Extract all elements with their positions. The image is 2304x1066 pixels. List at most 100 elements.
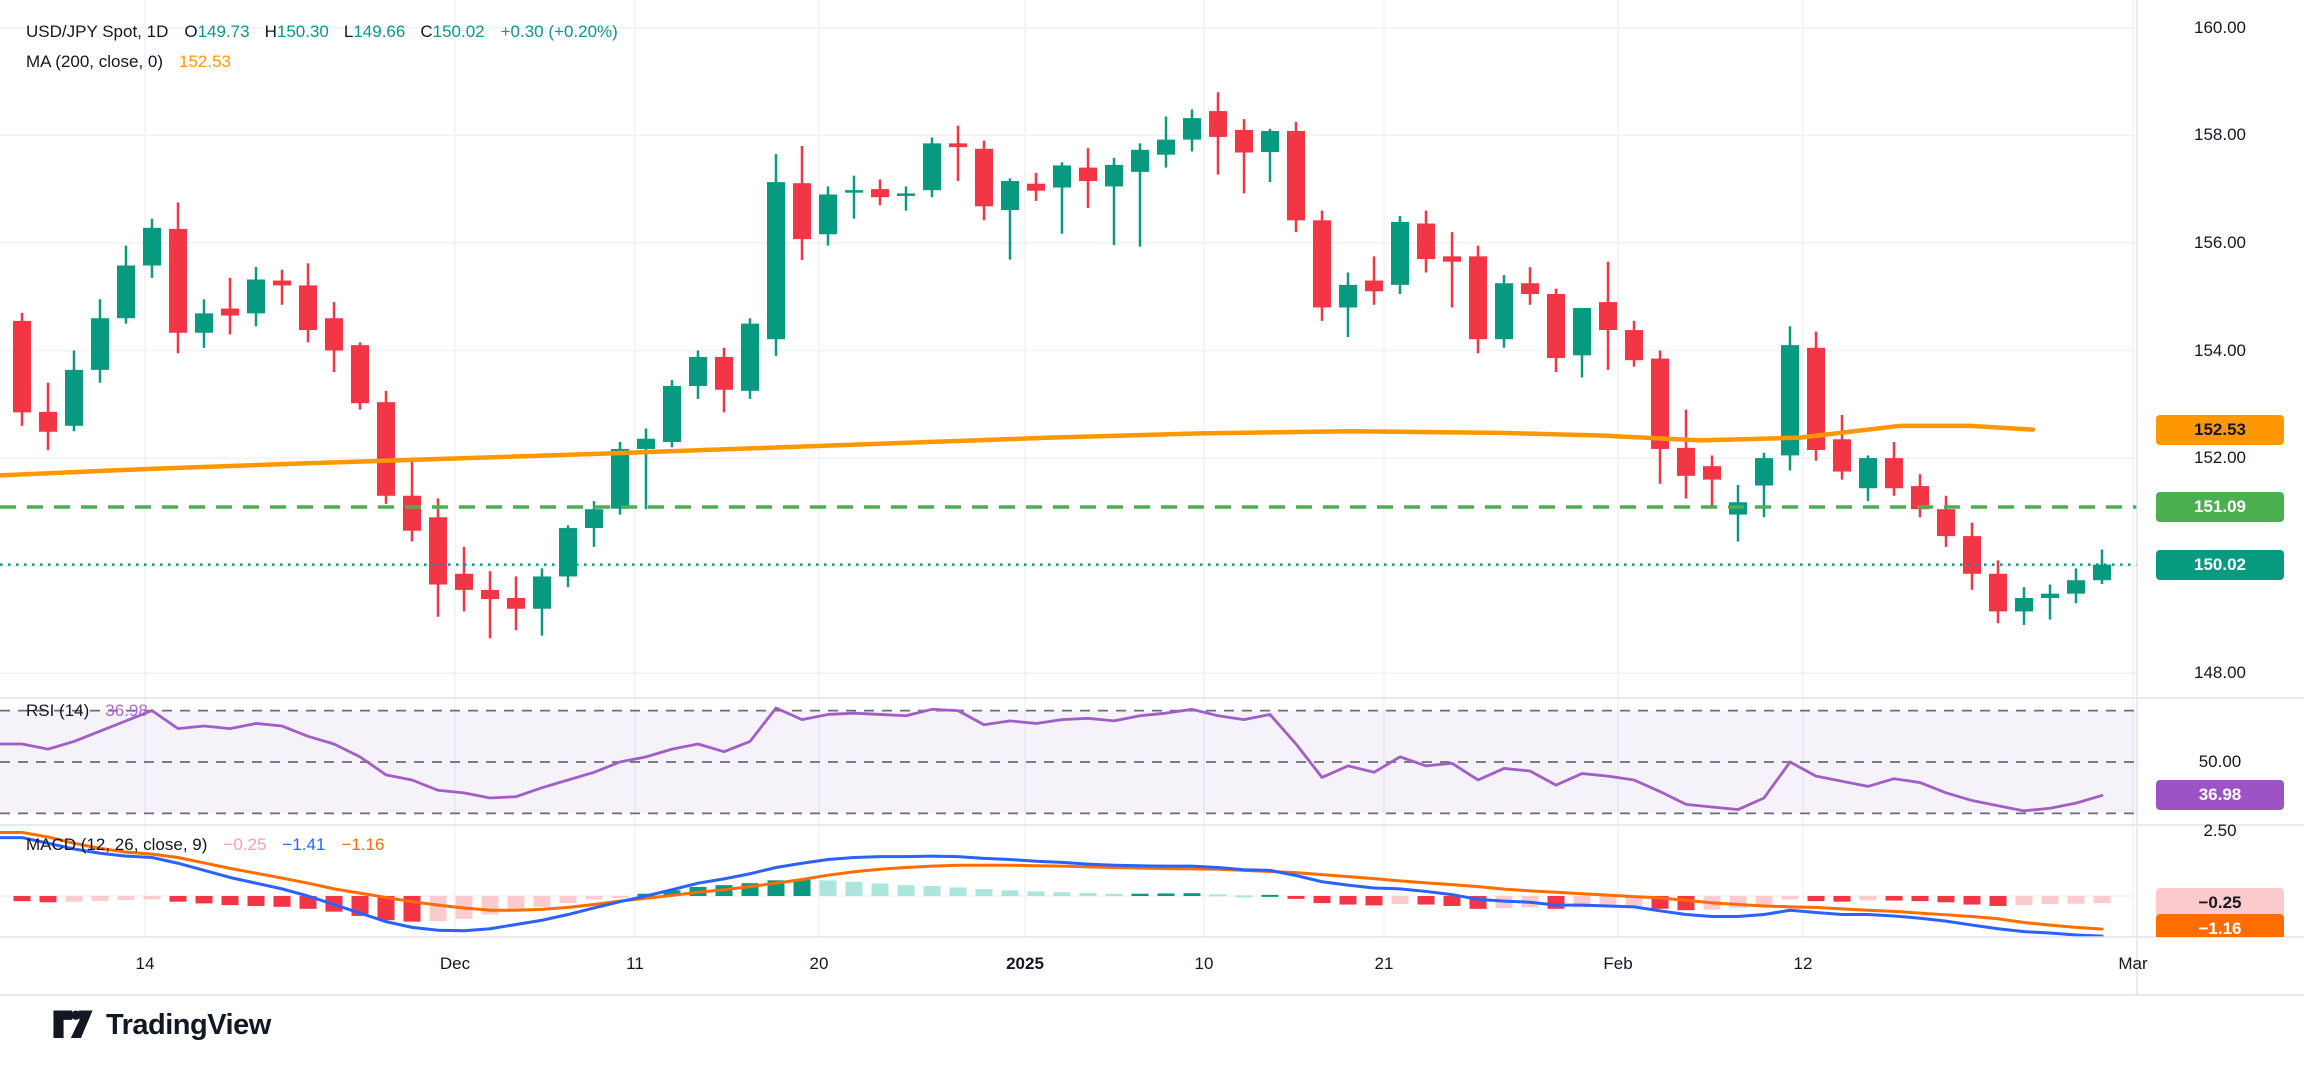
main-series-legend[interactable]: USD/JPY Spot, 1D O149.73 H150.30 L149.66… [26, 22, 618, 42]
price-axis-label: 160.00 [2194, 17, 2246, 37]
macd-hist-bar [1339, 896, 1357, 905]
candle-body-up [1859, 458, 1877, 489]
macd-hist-bar [923, 886, 941, 896]
time-label: 11 [626, 954, 644, 973]
time-label: 14 [135, 954, 155, 973]
time-label: 2025 [1006, 954, 1044, 973]
candle-body-down [1365, 280, 1383, 292]
macd-hist-bar [2041, 896, 2059, 904]
candle-body-up [2093, 564, 2111, 581]
ma200-line [0, 423, 2036, 478]
candle-body-down [1521, 283, 1539, 295]
macd-hist-bar [1391, 896, 1409, 904]
macd-hist-bar [91, 896, 109, 901]
candle-body-up [2067, 580, 2085, 594]
candle-body-up [1573, 307, 1591, 356]
candle-body-down [871, 189, 889, 198]
macd-hist-bar [1573, 896, 1591, 908]
candle-body-down [1677, 447, 1695, 476]
macd-hist-bar [1131, 893, 1149, 896]
macd-hist-bar [897, 885, 915, 896]
candle-body-down [1235, 129, 1253, 153]
candle-body-up [897, 193, 915, 196]
macd-hist-bar [1859, 896, 1877, 901]
candle-body-down [949, 143, 967, 148]
macd-hist-bar [247, 896, 265, 906]
macd-hist-bar [1209, 894, 1227, 897]
macd-hist-bar [1547, 896, 1565, 909]
change-value: +0.30 (+0.20%) [500, 22, 618, 41]
macd-signal-value: −1.16 [341, 835, 385, 854]
candle-body-up [923, 143, 941, 191]
macd-hist-bar [1781, 896, 1799, 900]
candle-body-down [455, 573, 473, 590]
candle-body-up [611, 448, 629, 509]
macd-hist-bar [429, 896, 447, 922]
candle-body-down [1885, 458, 1903, 489]
macd-hist-bar [819, 880, 837, 896]
candle-body-up [1755, 458, 1773, 486]
candle-body-down [1599, 302, 1617, 331]
macd-hist-bar [1833, 896, 1851, 902]
price-axis-label: 154.00 [2194, 340, 2246, 360]
macd-hist-bar [1729, 896, 1747, 908]
time-label: Mar [2118, 954, 2148, 973]
macd-hist-bar [975, 889, 993, 896]
rsi-axis-label: 50.00 [2198, 752, 2242, 771]
macd-hist-bar [1157, 893, 1175, 896]
candle-body-up [1053, 165, 1071, 188]
macd-hist-bar [65, 896, 83, 902]
candle-body-down [39, 411, 57, 432]
candle-body-up [247, 279, 265, 314]
candle-body-up [1131, 149, 1149, 172]
candle-body-up [117, 265, 135, 319]
tradingview-logo[interactable]: TradingView [52, 1006, 271, 1044]
candle-body-up [143, 227, 161, 266]
macd-axis-label: 2.50 [2203, 821, 2237, 840]
macd-hist-bar [1885, 896, 1903, 901]
candle-body-down [13, 320, 31, 413]
ma-label: MA (200, close, 0) [26, 52, 164, 71]
candle-body-down [975, 148, 993, 207]
candle-body-up [663, 386, 681, 442]
macd-hist-bar [39, 896, 57, 903]
candle-body-down [1417, 223, 1435, 260]
macd-hist-bar [507, 896, 525, 911]
macd-hist-bar [2015, 896, 2033, 906]
macd-hist-bar [1001, 890, 1019, 896]
macd-hist-bar [1313, 896, 1331, 904]
candle-body-up [559, 528, 577, 577]
ma-legend[interactable]: MA (200, close, 0) 152.53 [26, 52, 231, 72]
candle-body-up [65, 369, 83, 426]
macd-hist-bar [117, 896, 135, 900]
macd-signal-line [0, 830, 2104, 931]
candle-body-down [273, 280, 291, 286]
tradingview-logo-text: TradingView [106, 1008, 271, 1041]
ma-value: 152.53 [179, 52, 232, 71]
candle-body-down [1547, 294, 1565, 359]
candle-body-up [1105, 164, 1123, 187]
macd-hist-bar [1599, 896, 1617, 907]
macd-hist-bar [1027, 891, 1045, 896]
candle-body-down [481, 589, 499, 600]
macd-axis[interactable]: −0.25 −1.16 [2137, 825, 2304, 937]
candle-body-down [793, 183, 811, 240]
candle-body-down [1469, 256, 1487, 340]
macd-legend[interactable]: MACD (12, 26, close, 9) −0.25 −1.41 −1.1… [26, 835, 384, 855]
macd-hist-bar [1937, 896, 1955, 903]
candle-body-up [845, 190, 863, 193]
candle-body-down [351, 345, 369, 404]
macd-hist-bar [13, 896, 31, 902]
macd-hist-bar [1183, 893, 1201, 896]
candle-body-up [533, 576, 551, 609]
candle-body-down [1313, 220, 1331, 308]
time-label: Feb [1603, 954, 1633, 973]
macd-hist-bar [2093, 896, 2111, 904]
macd-hist-bar [1235, 895, 1253, 898]
rsi-legend[interactable]: RSI (14) 36.98 [26, 701, 148, 721]
macd-hist-bar [1261, 894, 1279, 897]
support-price-badge: 151.09 [2156, 492, 2284, 523]
macd-hist-bar [221, 896, 239, 906]
price-axis-label: 156.00 [2194, 232, 2246, 252]
